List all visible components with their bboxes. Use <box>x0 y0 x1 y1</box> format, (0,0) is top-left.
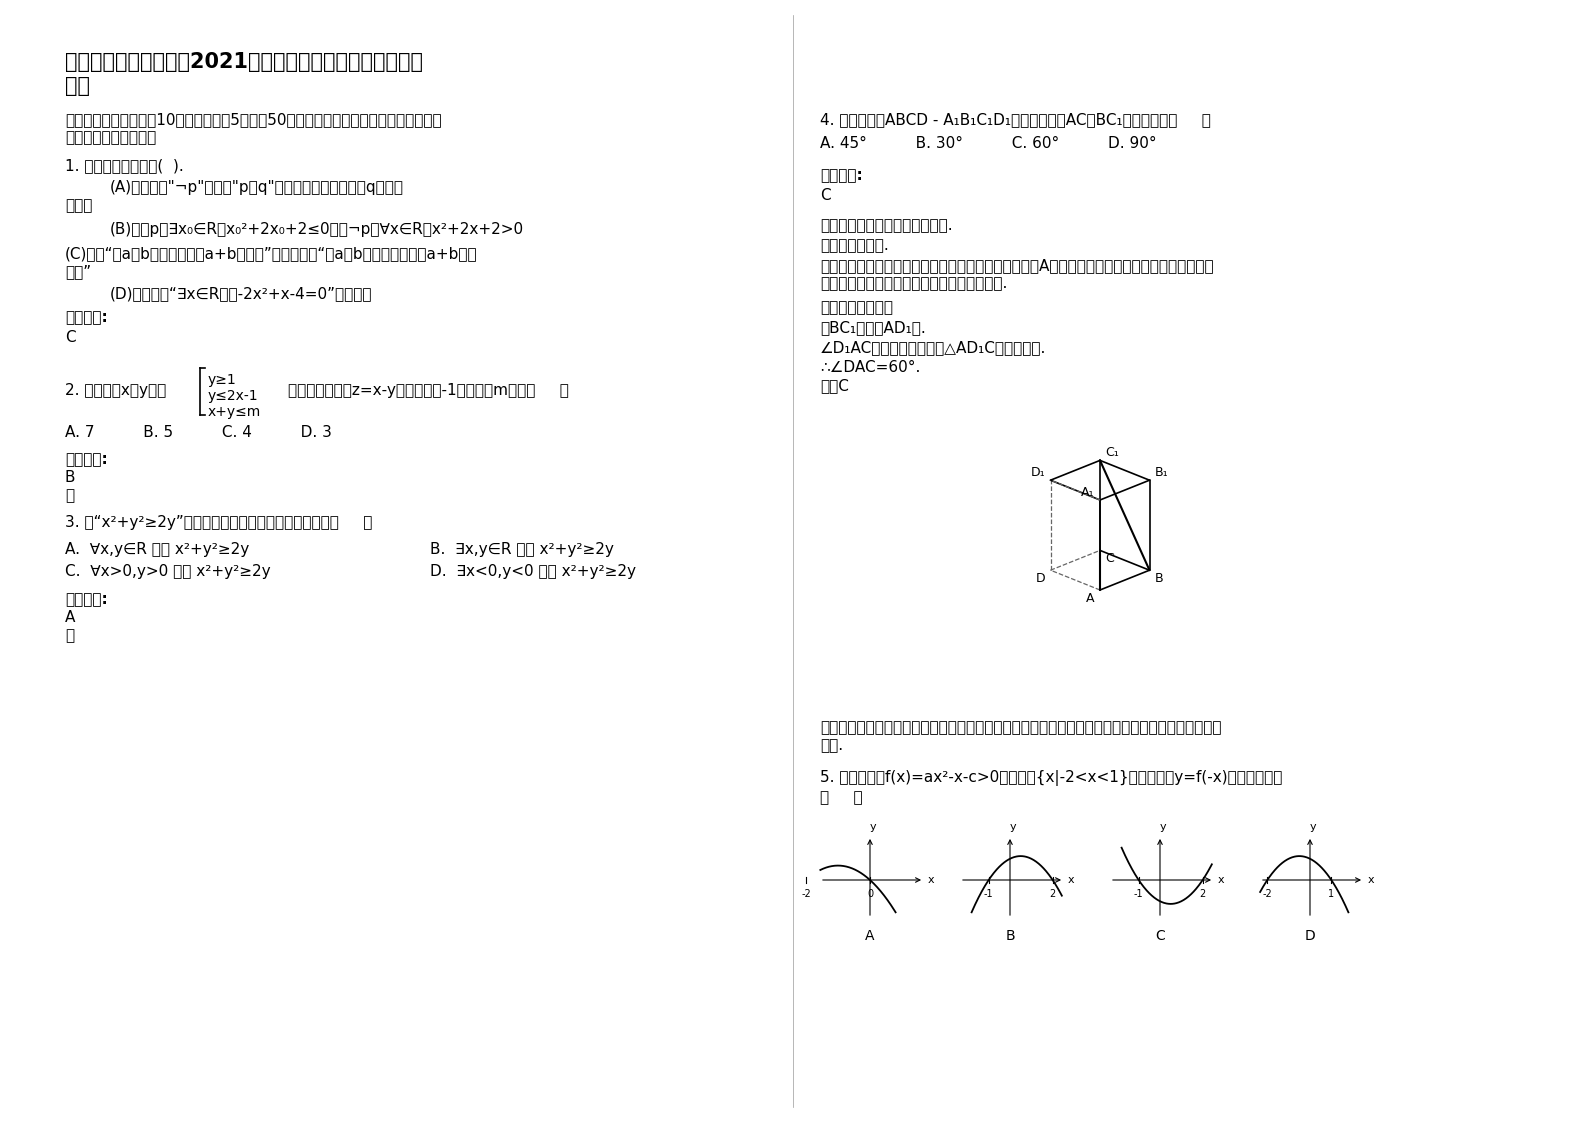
Text: y≤2x-1: y≤2x-1 <box>208 389 259 403</box>
Text: D: D <box>1305 929 1316 942</box>
Text: A₁: A₁ <box>1081 486 1095 498</box>
Text: 参考答案:: 参考答案: <box>65 452 108 467</box>
Text: x: x <box>928 875 935 885</box>
Text: 【考点】异面直线及其所成的角.: 【考点】异面直线及其所成的角. <box>820 218 952 233</box>
Text: 略: 略 <box>65 628 75 643</box>
Text: 【分析】先通过平移将两条异面直线平移到同一个起点A，得到的锐角或直角就是异面直线所成的: 【分析】先通过平移将两条异面直线平移到同一个起点A，得到的锐角或直角就是异面直线… <box>820 258 1214 273</box>
Text: C: C <box>65 330 76 344</box>
Text: 故选C: 故选C <box>820 378 849 393</box>
Text: (D)特称命题“∃x∈R，使-2x²+x-4=0”是假命题: (D)特称命题“∃x∈R，使-2x²+x-4=0”是假命题 <box>110 286 373 301</box>
Text: B: B <box>1155 572 1163 585</box>
Text: 略: 略 <box>65 488 75 503</box>
Text: 参考答案:: 参考答案: <box>820 168 863 183</box>
Text: A.  ∀x,y∈R 都有 x²+y²≥2y: A. ∀x,y∈R 都有 x²+y²≥2y <box>65 542 249 557</box>
Text: B: B <box>1005 929 1014 942</box>
Text: 【专题】计算题.: 【专题】计算题. <box>820 238 889 252</box>
Text: A: A <box>1086 591 1095 605</box>
Text: 3. 将“x²+y²≥2y”改写成全称命题，下列说法正确的是（     ）: 3. 将“x²+y²≥2y”改写成全称命题，下列说法正确的是（ ） <box>65 515 373 530</box>
Text: -2: -2 <box>801 889 811 899</box>
Text: 参考答案:: 参考答案: <box>65 592 108 607</box>
Text: 1. 下列说法错误的是(  ).: 1. 下列说法错误的是( ). <box>65 158 184 173</box>
Text: y: y <box>870 822 876 833</box>
Text: A: A <box>65 610 75 625</box>
Text: -1: -1 <box>1133 889 1144 899</box>
Text: 湖南省长沙市达才中学2021年高二数学文下学期期末试题含: 湖南省长沙市达才中学2021年高二数学文下学期期末试题含 <box>65 52 424 72</box>
Text: D.  ∃x<0,y<0 都有 x²+y²≥2y: D. ∃x<0,y<0 都有 x²+y²≥2y <box>430 564 636 579</box>
Text: 础题.: 础题. <box>820 738 843 753</box>
Text: y≥1: y≥1 <box>208 373 236 387</box>
Text: 【解答】解：如图: 【解答】解：如图 <box>820 300 893 315</box>
Text: D₁: D₁ <box>1032 466 1046 479</box>
Text: ∠D₁AC就是所求的角，又△AD₁C为正三角形.: ∠D₁AC就是所求的角，又△AD₁C为正三角形. <box>820 340 1046 355</box>
Text: （     ）: （ ） <box>820 790 863 804</box>
Text: 2: 2 <box>1200 889 1206 899</box>
Text: 参考答案:: 参考答案: <box>65 310 108 325</box>
Text: B₁: B₁ <box>1155 466 1168 479</box>
Text: 解析: 解析 <box>65 76 90 96</box>
Text: x: x <box>1068 875 1074 885</box>
Text: A. 45°          B. 30°          C. 60°          D. 90°: A. 45° B. 30° C. 60° D. 90° <box>820 136 1157 151</box>
Text: B.  ∃x,y∈R 都有 x²+y²≥2y: B. ∃x,y∈R 都有 x²+y²≥2y <box>430 542 614 557</box>
Text: ∴∠DAC=60°.: ∴∠DAC=60°. <box>820 360 920 375</box>
Text: x+y≤m: x+y≤m <box>208 405 262 419</box>
Text: C: C <box>820 188 830 203</box>
Text: (C)命题“若a，b都是偶数，则a+b是偶数”的否命题是“若a，b都不是偶数，则a+b不是: (C)命题“若a，b都是偶数，则a+b是偶数”的否命题是“若a，b都不是偶数，则… <box>65 246 478 261</box>
Text: A: A <box>865 929 874 942</box>
Text: C₁: C₁ <box>1105 445 1119 459</box>
Text: y: y <box>1009 822 1016 833</box>
Text: 0: 0 <box>867 889 873 899</box>
Text: 偶数”: 偶数” <box>65 264 90 279</box>
Text: (B)命题p：∃x₀∈R，x₀²+2x₀+2≤0，则¬p：∀x∈R，x²+2x+2>0: (B)命题p：∃x₀∈R，x₀²+2x₀+2≤0，则¬p：∀x∈R，x²+2x+… <box>110 222 524 237</box>
Text: ，如果目标函数z=x-y的最小值为-1，则实数m等于（     ）: ，如果目标函数z=x-y的最小值为-1，则实数m等于（ ） <box>287 383 568 398</box>
Text: y: y <box>1160 822 1166 833</box>
Text: B: B <box>65 470 76 485</box>
Text: -2: -2 <box>1262 889 1273 899</box>
Text: D: D <box>1036 572 1046 585</box>
Text: 2: 2 <box>1049 889 1055 899</box>
Text: x: x <box>1368 875 1374 885</box>
Text: C: C <box>1106 552 1114 564</box>
Text: 真命题: 真命题 <box>65 197 92 213</box>
Text: A. 7          B. 5          C. 4          D. 3: A. 7 B. 5 C. 4 D. 3 <box>65 425 332 440</box>
Text: 一、选择题：本大题共10小题，每小题5分，共50分。在每小题给出的四个选项中，只有: 一、选择题：本大题共10小题，每小题5分，共50分。在每小题给出的四个选项中，只… <box>65 112 441 127</box>
Text: 是一个符合题目要求的: 是一个符合题目要求的 <box>65 130 156 145</box>
Text: 5. 如果不等式f(x)=ax²-x-c>0的解集为{x|-2<x<1}，那么函数y=f(-x)的图象大致是: 5. 如果不等式f(x)=ax²-x-c>0的解集为{x|-2<x<1}，那么函… <box>820 770 1282 787</box>
Text: 将BC₁平移至AD₁处.: 将BC₁平移至AD₁处. <box>820 320 925 335</box>
Text: y: y <box>1309 822 1316 833</box>
Text: -1: -1 <box>984 889 993 899</box>
Text: 角，在三角形中再利用余弦定理求出此角即可.: 角，在三角形中再利用余弦定理求出此角即可. <box>820 276 1008 291</box>
Text: x: x <box>1217 875 1225 885</box>
Text: 4. 已知正方体ABCD - A₁B₁C₁D₁中，异面直线AC和BC₁所成的角为（     ）: 4. 已知正方体ABCD - A₁B₁C₁D₁中，异面直线AC和BC₁所成的角为… <box>820 112 1211 127</box>
Text: 2. 已知实数x，y满足: 2. 已知实数x，y满足 <box>65 383 167 398</box>
Text: 1: 1 <box>1328 889 1335 899</box>
Text: (A)如果命题"¬p"与命题"p或q"都是真命题，那么命题q一定是: (A)如果命题"¬p"与命题"p或q"都是真命题，那么命题q一定是 <box>110 180 405 195</box>
Text: C.  ∀x>0,y>0 都有 x²+y²≥2y: C. ∀x>0,y>0 都有 x²+y²≥2y <box>65 564 271 579</box>
Text: C: C <box>1155 929 1165 942</box>
Text: 【点评】本小题主要考查异面直线所成的角，考查空间想象能力、运算能力和推理论证能力，属于基: 【点评】本小题主要考查异面直线所成的角，考查空间想象能力、运算能力和推理论证能力… <box>820 720 1222 735</box>
